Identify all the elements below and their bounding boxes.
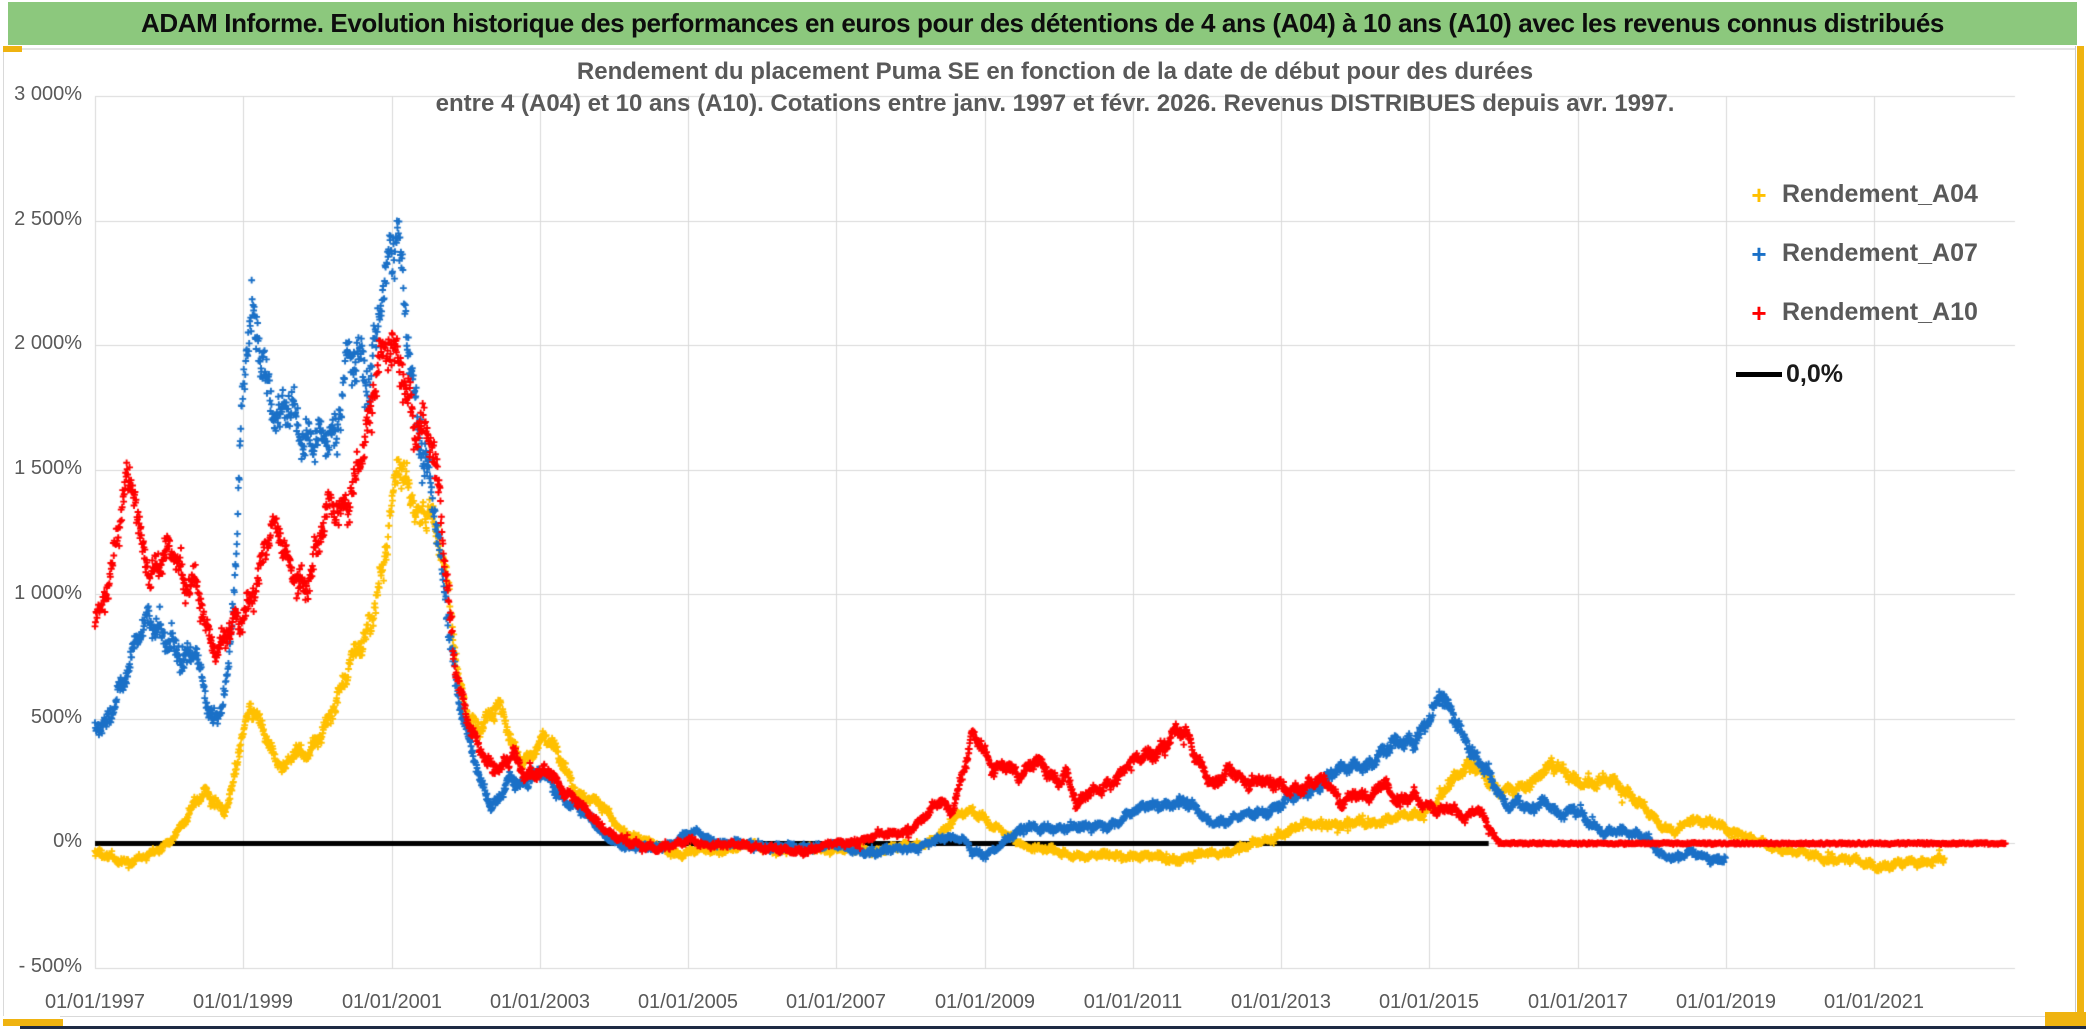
x-tick-label: 01/01/2003 bbox=[489, 991, 591, 1013]
y-tick-label: - 500% bbox=[18, 955, 82, 977]
zero-line-swatch bbox=[1736, 372, 1782, 377]
legend-label: Rendement_A10 bbox=[1782, 298, 1978, 326]
plus-marker-icon: + bbox=[1751, 238, 1767, 269]
chart-title-line-2: entre 4 (A04) et 10 ans (A10). Cotations… bbox=[435, 90, 1675, 117]
x-tick-label: 01/01/2011 bbox=[1083, 991, 1183, 1013]
y-tick-label: 500% bbox=[30, 706, 82, 728]
x-tick-label: 01/01/2013 bbox=[1230, 991, 1332, 1013]
legend-label: 0,0% bbox=[1786, 360, 1843, 388]
chart-title-line-1: Rendement du placement Puma SE en foncti… bbox=[576, 58, 1534, 85]
legend-item-a07[interactable]: + Rendement_A07 bbox=[1736, 239, 1978, 268]
x-tick-label: 01/01/2015 bbox=[1378, 991, 1480, 1013]
y-tick-label: 3 000% bbox=[14, 83, 82, 105]
x-tick-label: 01/01/2017 bbox=[1527, 991, 1629, 1013]
x-tick-label: 01/01/2005 bbox=[637, 991, 739, 1013]
chart-title: Rendement du placement Puma SE en foncti… bbox=[95, 56, 2015, 120]
x-tick-label: 01/01/2021 bbox=[1823, 991, 1925, 1013]
x-tick-label: 01/01/2009 bbox=[934, 991, 1036, 1013]
legend-item-a04[interactable]: + Rendement_A04 bbox=[1736, 180, 1978, 209]
x-tick-label: 01/01/2001 bbox=[341, 991, 443, 1013]
y-tick-label: 1 000% bbox=[14, 582, 82, 604]
legend-item-zero-line[interactable]: 0,0% bbox=[1736, 360, 1843, 389]
y-tick-label: 2 500% bbox=[14, 208, 82, 230]
legend-label: Rendement_A07 bbox=[1782, 239, 1978, 267]
plus-marker-icon: + bbox=[1751, 179, 1767, 210]
legend-label: Rendement_A04 bbox=[1782, 180, 1978, 208]
x-tick-label: 01/01/2007 bbox=[785, 991, 887, 1013]
plus-marker-icon: + bbox=[1751, 297, 1767, 328]
y-tick-label: 1 500% bbox=[14, 457, 82, 479]
y-tick-label: 2 000% bbox=[14, 332, 82, 354]
x-tick-label: 01/01/2019 bbox=[1675, 991, 1777, 1013]
legend-item-a10[interactable]: + Rendement_A10 bbox=[1736, 298, 1978, 327]
x-tick-label: 01/01/1999 bbox=[192, 991, 294, 1013]
x-tick-label: 01/01/1997 bbox=[44, 991, 146, 1013]
y-tick-label: 0% bbox=[53, 830, 82, 852]
